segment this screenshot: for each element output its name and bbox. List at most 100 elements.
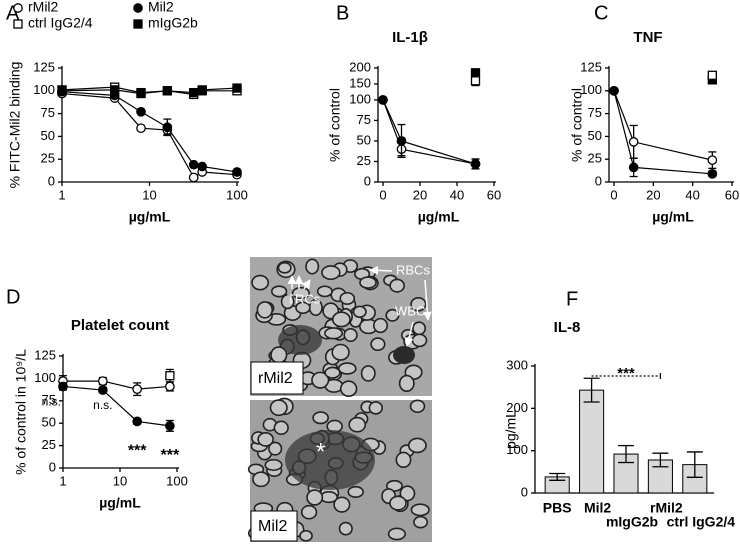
annotation: n.s. [93,398,112,412]
cell [359,276,377,289]
label-box [250,510,298,542]
cell [251,274,270,291]
marker [132,384,143,395]
y-tick-label: 25 [357,153,371,168]
x-tick-label: 10 [142,187,156,202]
marker [133,19,143,29]
y-axis-label: % FITC-Mil2 binding [7,62,23,189]
x-tick-label: 20 [413,187,427,202]
cell [280,294,295,310]
cell [360,365,376,382]
cell [324,327,344,340]
cell [269,399,288,417]
marker [97,385,108,395]
series-line [62,385,170,427]
cell [410,296,427,312]
marker [132,416,143,427]
x-tick-label: 20 [646,187,660,202]
marker [197,161,208,172]
annotation: *** [617,365,635,382]
cell [331,311,351,328]
x-tick-label: 100 [226,187,248,202]
marker [165,371,175,381]
y-tick-label: 0 [49,459,56,474]
marker [13,3,23,13]
x-tick-label: 0 [379,187,386,202]
y-tick-label: 0 [521,484,528,499]
marker [189,87,199,98]
cell [348,416,367,433]
cell [352,305,367,319]
marker [188,172,199,183]
y-tick-label: 100 [506,442,528,457]
x-tick-label: ctrl IgG2/4 [667,514,736,530]
cell-cluster [285,430,375,490]
cell [370,337,386,352]
cell [277,261,292,274]
series-line [61,91,238,173]
y-tick-label: 75 [588,105,602,120]
cell [306,489,324,506]
wbc [393,346,415,364]
x-tick-label: 60 [487,187,501,202]
cell [268,441,283,456]
arrow [369,265,393,275]
legend-label: rMil2 [28,0,59,15]
marker [165,421,175,431]
marker [470,159,481,169]
x-tick-label: 1 [59,473,66,488]
chart-title: Platelet count [71,317,169,334]
marker [609,85,619,96]
chart-title: IL-8 [554,319,581,336]
panel-letter: B [336,2,349,24]
chart-title: IL-1β [392,29,428,46]
marker [707,155,718,165]
y-tick-label: 50 [357,132,371,147]
x-tick-label: mIgG2b [606,514,658,530]
y-tick-label: 150 [349,75,371,90]
cell [413,515,429,529]
y-tick-label: 75 [42,392,56,407]
x-tick-label: PBS [543,500,572,516]
marker [57,86,67,96]
marker [136,106,146,117]
y-tick-label: 100 [34,370,56,385]
marker [136,88,146,99]
annotation: *** [161,447,180,464]
chart-title: TNF [633,29,662,46]
cell [399,485,416,502]
marker [707,168,718,179]
cell [409,399,426,413]
y-tick-label: 0 [595,173,602,188]
y-tick-label: 100 [580,82,602,97]
series-line [613,90,713,175]
marker [628,162,639,173]
y-tick-label: 25 [588,151,602,166]
cell [299,529,313,542]
cell [373,317,389,334]
cell [395,451,412,469]
cell [412,321,427,336]
y-tick-label: 0 [48,173,55,188]
cell [387,527,406,541]
marker [188,159,199,170]
marker [165,381,175,392]
marker [470,76,481,86]
arrow [301,279,311,290]
x-tick-label: 0 [610,187,617,202]
cell-cluster [278,325,322,355]
cell [300,504,318,520]
cell [295,301,311,315]
y-tick-label: 125 [580,59,602,74]
x-tick-label: 100 [166,473,188,488]
y-tick-label: 200 [506,400,528,415]
y-tick-label: 75 [41,105,55,120]
x-tick-label: rMil2 [650,500,683,516]
x-tick-label: 10 [113,473,127,488]
y-tick-label: 125 [33,59,55,74]
image-annotation: * [316,438,325,465]
marker [470,68,481,78]
panel-letter: C [594,2,608,24]
